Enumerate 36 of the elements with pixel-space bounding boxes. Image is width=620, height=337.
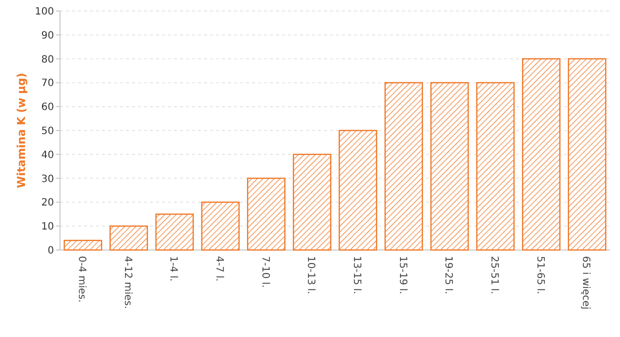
x-tick-label: 4-12 mies.	[122, 256, 133, 309]
x-tick-label: 65 i więcej	[580, 256, 592, 310]
y-tick-label: 40	[41, 150, 54, 161]
x-tick-label: 25-51 l.	[488, 256, 500, 294]
x-tick-label: 51-65 l.	[534, 256, 546, 294]
bar	[155, 214, 194, 251]
x-tick-label: 1-4 l.	[168, 256, 179, 282]
y-tick-label: 0	[48, 246, 54, 256]
bar	[247, 178, 286, 251]
bar	[292, 154, 332, 251]
bar	[522, 58, 560, 251]
y-tick-label: 60	[41, 102, 54, 114]
y-axis-title: Witamina K (w µg)	[15, 72, 28, 188]
x-tick-label: 4-7 l.	[213, 256, 224, 282]
y-tick-label: 30	[41, 174, 54, 185]
bar	[430, 82, 469, 251]
x-tick-label: 0-4 mies.	[76, 256, 87, 303]
bar	[110, 226, 148, 251]
x-tick-label: 15-19 l.	[396, 256, 408, 294]
bar	[476, 82, 515, 251]
bar	[568, 58, 606, 251]
x-tick-label: 19-25 l.	[442, 256, 454, 294]
bar	[201, 202, 240, 251]
bar	[384, 82, 423, 251]
bar	[338, 130, 378, 251]
y-tick-label: 90	[41, 30, 54, 42]
x-tick-label: 7-10 l.	[259, 256, 270, 288]
y-tick-label: 80	[41, 54, 54, 66]
y-tick-label: 50	[41, 126, 54, 137]
y-tick-label: 70	[41, 78, 54, 90]
x-tick-label: 10-13 l.	[305, 256, 316, 294]
y-tick-label: 100	[34, 6, 54, 18]
x-tick-label: 13-15 l.	[350, 256, 362, 294]
y-tick-label: 10	[41, 222, 54, 233]
y-tick-label: 20	[41, 198, 54, 209]
bar	[64, 240, 102, 251]
